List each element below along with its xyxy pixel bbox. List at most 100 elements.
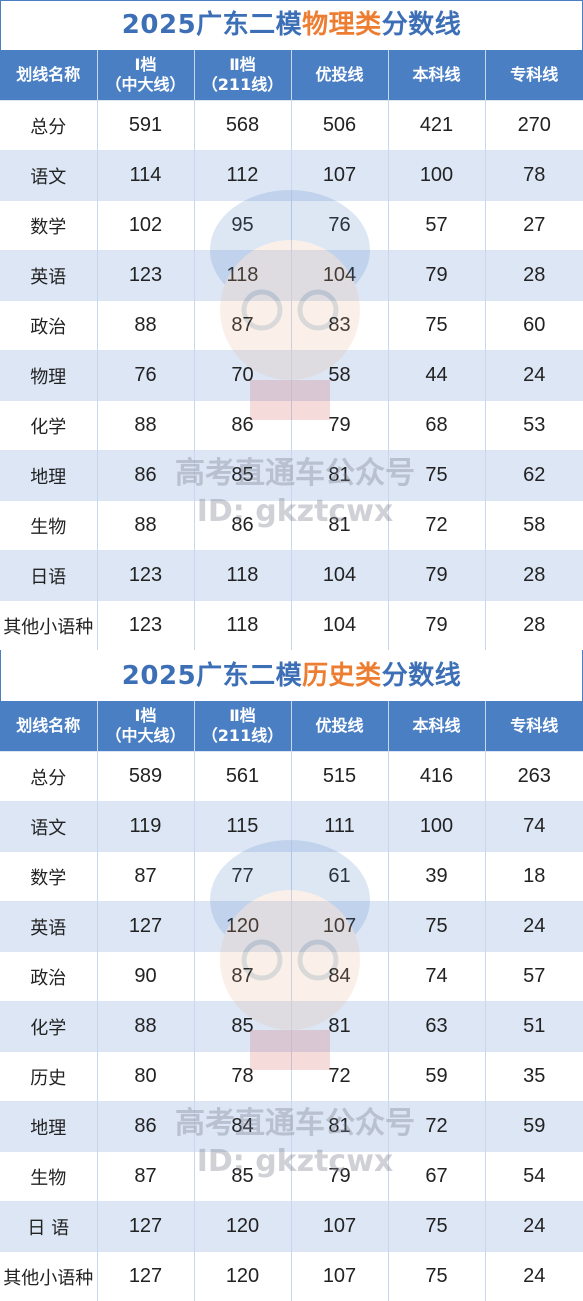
table-row: 数学 87 77 61 39 18 xyxy=(0,851,583,902)
physics-title-highlight: 物理类 xyxy=(302,10,382,40)
score-cell: 79 xyxy=(388,550,486,601)
score-cell: 100 xyxy=(388,150,486,201)
score-cell: 68 xyxy=(388,400,486,451)
header-name: 划线名称 xyxy=(0,50,98,101)
table-row: 数学 102 95 76 57 27 xyxy=(0,200,583,251)
physics-table-body: 总分 591 568 506 421 270 语文 114 112 107 100 78 数学 102 95… xyxy=(0,100,583,650)
table-row: 物理 76 70 58 44 24 xyxy=(0,350,583,401)
header-tier2: Ⅱ档 （211线） xyxy=(194,701,292,752)
table-row: 地理 86 85 81 75 62 xyxy=(0,450,583,501)
table-row: 其他小语种 127 120 107 75 24 xyxy=(0,1251,583,1301)
score-cell: 70 xyxy=(194,350,292,401)
score-cell: 72 xyxy=(388,500,486,551)
score-cell: 88 xyxy=(97,1001,195,1052)
table-row: 其他小语种 123 118 104 79 28 xyxy=(0,600,583,650)
score-cell: 72 xyxy=(388,1101,486,1152)
header-benke-line1: 本科线 xyxy=(412,716,461,735)
score-cell: 75 xyxy=(388,1201,486,1252)
score-cell: 79 xyxy=(388,600,486,650)
subject-cell: 英语 xyxy=(0,901,98,952)
score-cell: 24 xyxy=(485,1201,583,1252)
header-name-line1: 划线名称 xyxy=(16,65,81,84)
table-row: 总分 589 561 515 416 263 xyxy=(0,751,583,802)
score-cell: 107 xyxy=(291,901,389,952)
score-cell: 263 xyxy=(485,751,583,802)
score-cell: 85 xyxy=(194,1001,292,1052)
score-cell: 51 xyxy=(485,1001,583,1052)
score-cell: 87 xyxy=(194,300,292,351)
header-zhuanke: 专科线 xyxy=(485,701,583,752)
score-cell: 81 xyxy=(291,1101,389,1152)
subject-cell: 生物 xyxy=(0,1151,98,1202)
header-youtou: 优投线 xyxy=(291,701,389,752)
score-cell: 87 xyxy=(97,851,195,902)
score-cell: 84 xyxy=(194,1101,292,1152)
header-benke-line1: 本科线 xyxy=(412,65,461,84)
score-cell: 421 xyxy=(388,100,486,151)
header-tier1-line1: Ⅰ档 xyxy=(134,706,157,725)
subject-cell: 化学 xyxy=(0,1001,98,1052)
header-zhuanke: 专科线 xyxy=(485,50,583,101)
score-cell: 416 xyxy=(388,751,486,802)
score-cell: 53 xyxy=(485,400,583,451)
score-cell: 515 xyxy=(291,751,389,802)
score-cell: 107 xyxy=(291,1201,389,1252)
subject-cell: 英语 xyxy=(0,250,98,301)
score-cell: 81 xyxy=(291,500,389,551)
table-row: 政治 88 87 83 75 60 xyxy=(0,300,583,351)
table-row: 政治 90 87 84 74 57 xyxy=(0,951,583,1002)
score-cell: 63 xyxy=(388,1001,486,1052)
header-tier1-line1: Ⅰ档 xyxy=(134,55,157,74)
header-tier1: Ⅰ档 （中大线） xyxy=(97,701,195,752)
score-cell: 86 xyxy=(194,500,292,551)
score-cell: 79 xyxy=(291,400,389,451)
physics-title-suffix: 分数线 xyxy=(381,10,462,40)
score-cell: 107 xyxy=(291,1251,389,1301)
score-cell: 115 xyxy=(194,801,292,852)
header-tier1: Ⅰ档 （中大线） xyxy=(97,50,195,101)
table-row: 化学 88 86 79 68 53 xyxy=(0,400,583,451)
subject-cell: 地理 xyxy=(0,1101,98,1152)
score-cell: 35 xyxy=(485,1051,583,1102)
score-cell: 120 xyxy=(194,1251,292,1301)
table-row: 地理 86 84 81 72 59 xyxy=(0,1101,583,1152)
score-cell: 79 xyxy=(388,250,486,301)
score-cell: 123 xyxy=(97,550,195,601)
subject-cell: 语文 xyxy=(0,801,98,852)
subject-cell: 其他小语种 xyxy=(0,1251,98,1301)
score-cell: 81 xyxy=(291,1001,389,1052)
header-tier2-line1: Ⅱ档 xyxy=(229,706,256,725)
score-cell: 100 xyxy=(388,801,486,852)
score-cell: 112 xyxy=(194,150,292,201)
score-cell: 39 xyxy=(388,851,486,902)
score-cell: 54 xyxy=(485,1151,583,1202)
table-row: 英语 123 118 104 79 28 xyxy=(0,250,583,301)
score-cell: 118 xyxy=(194,600,292,650)
physics-section: 2025广东二模物理类分数线 划线名称 Ⅰ档 （中大线） Ⅱ档 （211线） 优投线 本科线… xyxy=(0,0,583,650)
score-cell: 86 xyxy=(97,450,195,501)
score-cell: 75 xyxy=(388,901,486,952)
table-row: 总分 591 568 506 421 270 xyxy=(0,100,583,151)
score-cell: 67 xyxy=(388,1151,486,1202)
header-tier1-line2: （中大线） xyxy=(105,726,186,745)
score-cell: 28 xyxy=(485,600,583,650)
score-cell: 86 xyxy=(97,1101,195,1152)
score-cell: 44 xyxy=(388,350,486,401)
score-cell: 76 xyxy=(291,200,389,251)
score-cell: 27 xyxy=(485,200,583,251)
physics-title: 2025广东二模物理类分数线 xyxy=(0,0,583,50)
score-cell: 270 xyxy=(485,100,583,151)
score-cell: 74 xyxy=(485,801,583,852)
score-cell: 104 xyxy=(291,250,389,301)
score-cell: 87 xyxy=(194,951,292,1002)
score-cell: 83 xyxy=(291,300,389,351)
score-cell: 104 xyxy=(291,550,389,601)
subject-cell: 日 语 xyxy=(0,1201,98,1252)
score-cell: 120 xyxy=(194,1201,292,1252)
header-zhuanke-line1: 专科线 xyxy=(510,65,559,84)
score-cell: 90 xyxy=(97,951,195,1002)
score-cell: 118 xyxy=(194,250,292,301)
score-cell: 104 xyxy=(291,600,389,650)
subject-cell: 政治 xyxy=(0,951,98,1002)
score-cell: 114 xyxy=(97,150,195,201)
